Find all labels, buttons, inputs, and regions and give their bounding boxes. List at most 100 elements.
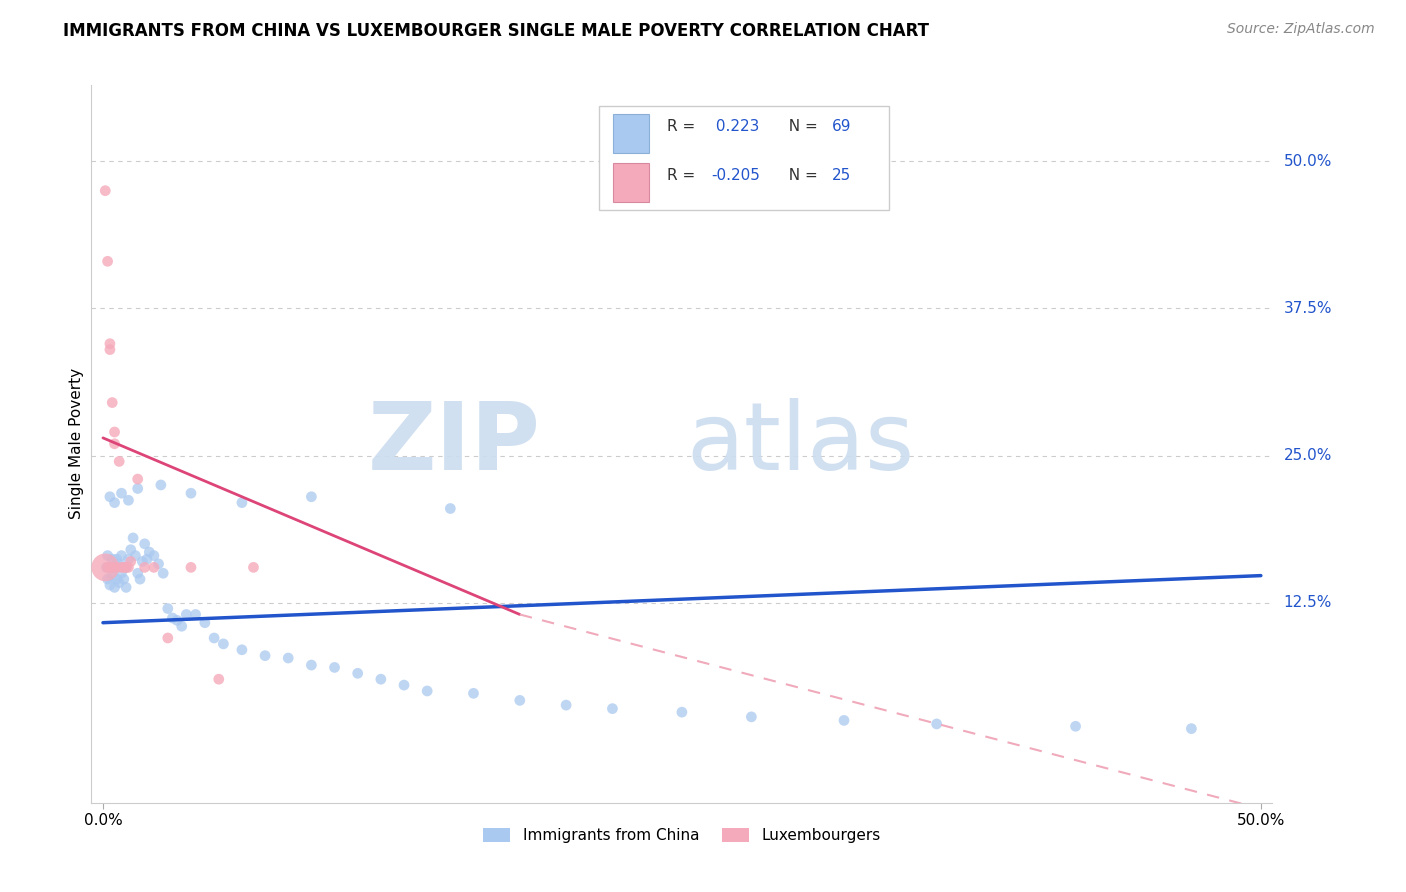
Point — [231, 642, 253, 657]
Point — [96, 560, 118, 574]
Point — [138, 545, 160, 559]
Point — [110, 560, 132, 574]
Point — [254, 648, 277, 663]
Point — [180, 560, 202, 574]
Point — [103, 425, 125, 439]
Point — [194, 615, 217, 630]
Point — [105, 572, 128, 586]
Point — [134, 537, 156, 551]
Point — [142, 560, 165, 574]
Point — [101, 568, 124, 582]
Point — [115, 581, 138, 595]
Point — [103, 560, 125, 574]
Point — [97, 560, 120, 574]
Point — [110, 549, 132, 563]
Text: -0.205: -0.205 — [711, 168, 761, 183]
Text: 25.0%: 25.0% — [1284, 448, 1331, 463]
Point — [176, 607, 198, 622]
Point — [120, 542, 142, 557]
FancyBboxPatch shape — [599, 106, 889, 211]
Point — [149, 478, 172, 492]
Point — [555, 698, 578, 712]
Point — [1180, 722, 1202, 736]
Point — [94, 560, 117, 574]
Point — [115, 560, 138, 574]
Point — [103, 495, 125, 509]
Point — [152, 566, 174, 581]
Point — [110, 566, 132, 581]
Point — [439, 501, 461, 516]
Point — [97, 549, 120, 563]
Point — [166, 613, 188, 627]
Point — [101, 552, 124, 566]
Point — [97, 254, 120, 268]
Point — [98, 578, 121, 592]
Point — [105, 552, 128, 566]
Text: IMMIGRANTS FROM CHINA VS LUXEMBOURGER SINGLE MALE POVERTY CORRELATION CHART: IMMIGRANTS FROM CHINA VS LUXEMBOURGER SI… — [63, 22, 929, 40]
Text: N =: N = — [779, 119, 823, 134]
Point — [120, 554, 142, 568]
Point — [108, 454, 131, 468]
Point — [112, 572, 135, 586]
Point — [299, 490, 322, 504]
Point — [98, 490, 121, 504]
Point — [97, 572, 120, 586]
Point — [202, 631, 225, 645]
Text: 50.0%: 50.0% — [1284, 153, 1331, 169]
Text: R =: R = — [666, 168, 700, 183]
Point — [127, 482, 149, 496]
Point — [105, 560, 128, 574]
Bar — [613, 162, 648, 202]
Text: R =: R = — [666, 119, 700, 134]
Point — [231, 495, 253, 509]
Point — [115, 560, 138, 574]
Point — [117, 560, 139, 574]
Point — [416, 684, 439, 698]
Point — [370, 672, 392, 686]
Point — [740, 710, 762, 724]
Point — [323, 660, 346, 674]
Point — [101, 395, 124, 409]
Point — [170, 619, 193, 633]
Point — [136, 552, 159, 566]
Text: 37.5%: 37.5% — [1284, 301, 1331, 316]
Point — [98, 336, 121, 351]
Point — [162, 611, 184, 625]
Point — [156, 601, 179, 615]
Point — [156, 631, 179, 645]
Point — [103, 581, 125, 595]
Text: ZIP: ZIP — [367, 398, 540, 490]
Text: N =: N = — [779, 168, 823, 183]
Text: 0.223: 0.223 — [711, 119, 759, 134]
Point — [299, 658, 322, 673]
Text: atlas: atlas — [686, 398, 914, 490]
Point — [346, 666, 368, 681]
Point — [242, 560, 264, 574]
Point — [129, 572, 152, 586]
Text: 69: 69 — [832, 119, 852, 134]
Point — [101, 560, 124, 574]
Point — [131, 554, 153, 568]
Point — [108, 557, 131, 571]
Point — [103, 436, 125, 450]
Point — [117, 552, 139, 566]
Point — [463, 686, 485, 700]
Bar — [613, 113, 648, 153]
Point — [602, 701, 624, 715]
Point — [98, 560, 121, 574]
Point — [124, 549, 146, 563]
Point — [212, 637, 235, 651]
Point — [110, 486, 132, 500]
Point — [184, 607, 207, 622]
Y-axis label: Single Male Poverty: Single Male Poverty — [69, 368, 84, 519]
Point — [127, 472, 149, 486]
Point — [148, 557, 170, 571]
Point — [392, 678, 415, 692]
Point — [98, 343, 121, 357]
Point — [1064, 719, 1087, 733]
Point — [94, 184, 117, 198]
Point — [180, 486, 202, 500]
Text: 12.5%: 12.5% — [1284, 595, 1331, 610]
Point — [122, 531, 145, 545]
Point — [509, 693, 531, 707]
